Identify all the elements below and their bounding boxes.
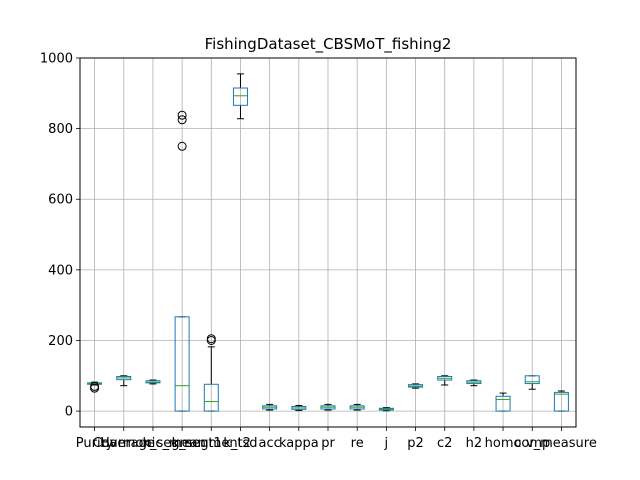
y-tick-label: 800 <box>48 122 73 137</box>
box-body <box>203 383 219 412</box>
box-body <box>174 316 190 412</box>
box-pr <box>320 403 336 411</box>
x-tick-label: Harmonic_mean <box>100 436 206 451</box>
y-tick-label: 200 <box>48 334 73 349</box>
outlier-point <box>177 115 187 125</box>
x-tick-label: homo <box>485 436 522 451</box>
box-homo <box>495 392 511 412</box>
x-tick-label: k_segment2 <box>172 436 251 451</box>
x-tick-label: v_measure <box>526 436 597 451</box>
box-comp <box>524 375 540 390</box>
chart-title: FishingDataset_CBSMoT_fishing2 <box>205 35 452 54</box>
box-h2 <box>466 379 482 387</box>
x-tick-label: k_tsd <box>223 436 257 451</box>
x-tick-label: re <box>351 436 364 451</box>
y-tick-label: 1000 <box>40 52 73 67</box>
box-body <box>524 375 540 385</box>
box-Coverage <box>116 375 132 387</box>
box-p2 <box>408 383 424 389</box>
box-body <box>495 395 511 412</box>
x-tick-label: Purity <box>76 436 114 451</box>
x-tick-label: kappa <box>279 436 319 451</box>
outlier-point <box>177 141 187 151</box>
x-tick-label: p2 <box>407 436 424 451</box>
grid-lines <box>80 57 576 427</box>
x-tick-label: acc <box>259 436 281 451</box>
box-body <box>232 87 248 106</box>
box-acc <box>262 403 278 411</box>
x-tick-label: c2 <box>437 436 452 451</box>
outlier-point <box>206 334 216 344</box>
box-Purity <box>87 381 103 393</box>
x-tick-label: Coverage <box>93 436 155 451</box>
x-tick-label: j <box>384 436 389 451</box>
box-body <box>553 391 569 412</box>
box-k_segment2 <box>203 334 219 412</box>
x-tick-label: comp <box>514 436 550 451</box>
outlier-point <box>90 381 100 391</box>
box-k_tsd <box>232 73 248 120</box>
x-tick-label: h2 <box>466 436 483 451</box>
box-Harmonic_mean <box>145 379 161 385</box>
y-tick-label: 400 <box>48 263 73 278</box>
box-k_segment1 <box>174 110 190 412</box>
y-axis: 0 200 400 600 800 1000 <box>40 52 80 420</box>
box-j <box>378 407 394 412</box>
y-tick-label: 600 <box>48 193 73 208</box>
box-re <box>349 403 365 411</box>
y-tick-label: 0 <box>65 405 73 420</box>
outlier-point <box>177 110 187 120</box>
box-v_measure <box>553 390 569 412</box>
box-plots <box>87 73 569 412</box>
x-tick-label: k_segment1 <box>142 436 221 451</box>
x-tick-label: pr <box>321 436 335 451</box>
box-kappa <box>291 404 307 411</box>
x-axis: PurityCoverageHarmonic_meank_segment1k_s… <box>76 427 597 451</box>
box-c2 <box>437 375 453 386</box>
